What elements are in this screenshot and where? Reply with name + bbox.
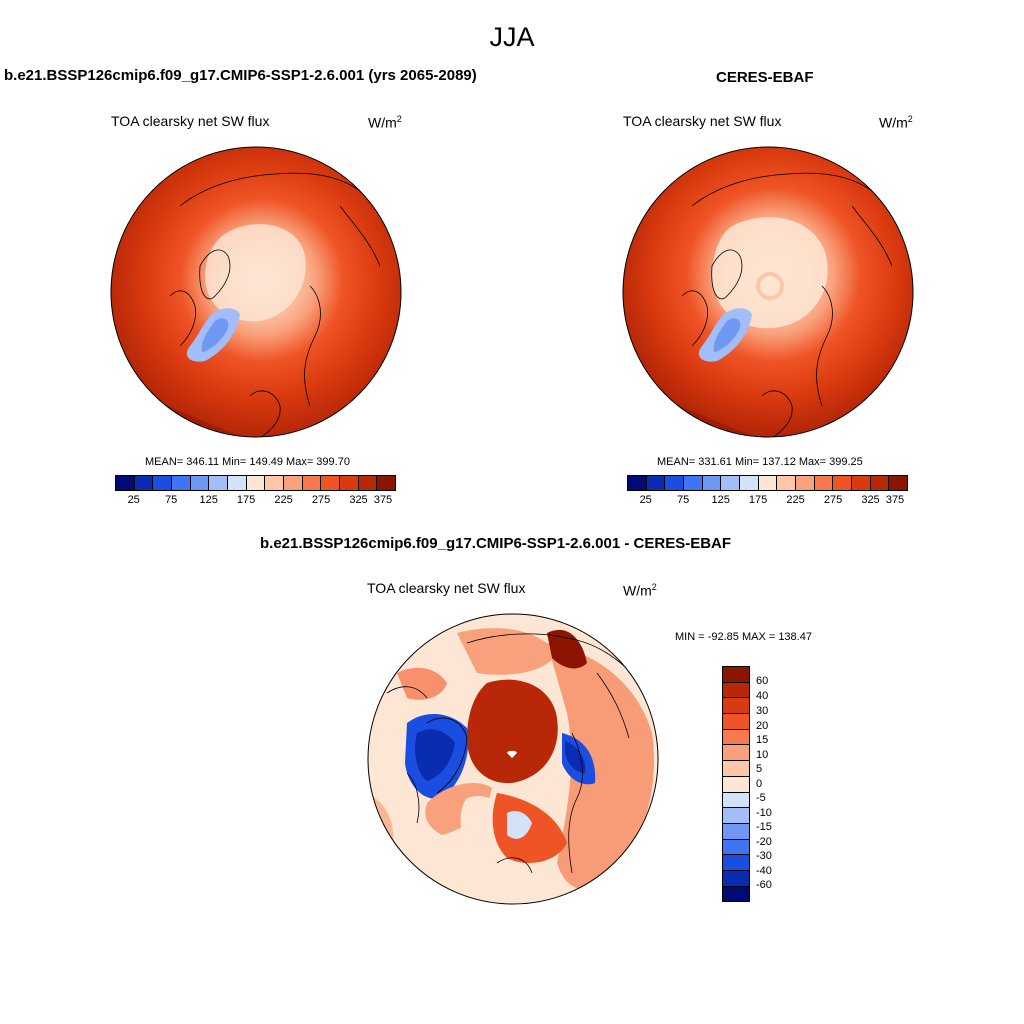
cb3-tick: 0 — [756, 778, 763, 790]
cb1-swatch — [190, 476, 210, 490]
cb3-tick: -5 — [756, 792, 766, 804]
panel1-stats: MEAN= 346.11 Min= 149.49 Max= 399.70 — [145, 456, 350, 468]
cb3-tick: 60 — [756, 675, 769, 687]
cb2-tick: 25 — [639, 494, 652, 506]
panel1-map — [110, 146, 402, 438]
cb3-tick: 40 — [756, 690, 769, 702]
cb1-swatch — [321, 476, 341, 490]
cb2-tick: 175 — [748, 494, 768, 506]
cb1-tick: 225 — [274, 494, 293, 506]
cb2-swatch — [665, 476, 685, 490]
cb3-tick: -10 — [756, 807, 772, 819]
cb2-swatch — [646, 476, 666, 490]
cb2-swatch — [721, 476, 741, 490]
panel1-colorbar-swatches — [115, 475, 396, 491]
cb3-swatch — [723, 682, 749, 699]
cb3-tick: -20 — [756, 836, 772, 848]
panel3-variable: TOA clearsky net SW flux — [367, 580, 526, 596]
cb3-tick: -15 — [756, 821, 772, 833]
cb3-swatch — [723, 855, 749, 871]
cb3-swatch — [723, 745, 749, 762]
panel1-variable: TOA clearsky net SW flux — [111, 113, 270, 129]
cb1-swatch — [153, 476, 173, 490]
cb3-swatch — [723, 823, 749, 840]
cb2-tick: 375 — [885, 494, 905, 506]
cb1-swatch — [340, 476, 359, 490]
cb1-swatch — [134, 476, 154, 490]
cb1-swatch — [228, 476, 247, 490]
panel2-stats: MEAN= 331.61 Min= 137.12 Max= 399.25 — [657, 456, 863, 468]
cb1-swatch — [377, 476, 396, 490]
panel1-title: b.e21.BSSP126cmip6.f09_g17.CMIP6-SSP1-2.… — [4, 67, 477, 84]
cb3-tick: 15 — [756, 734, 769, 746]
cb2-swatch — [870, 476, 890, 490]
cb3-swatch — [723, 839, 749, 856]
panel1-units: W/m2 — [368, 114, 402, 131]
cb3-swatch — [723, 667, 749, 683]
cb2-swatch — [702, 476, 722, 490]
cb3-swatch — [723, 698, 749, 715]
panel2-variable: TOA clearsky net SW flux — [623, 113, 782, 129]
cb2-tick: 225 — [786, 494, 805, 506]
cb3-swatch — [723, 792, 749, 809]
cb1-tick: 125 — [199, 494, 218, 506]
cb2-swatch — [740, 476, 759, 490]
cb1-tick: 25 — [127, 494, 140, 506]
cb2-tick: 275 — [823, 494, 843, 506]
cb1-tick: 325 — [349, 494, 368, 506]
cb1-swatch — [246, 476, 266, 490]
cb2-swatch — [796, 476, 815, 490]
cb1-swatch — [302, 476, 322, 490]
cb3-tick: 20 — [756, 720, 769, 732]
cb1-tick: 275 — [311, 494, 331, 506]
cb1-swatch — [172, 476, 191, 490]
cb3-tick: -30 — [756, 850, 772, 862]
panel3-stats: MIN = -92.85 MAX = 138.47 — [675, 631, 812, 643]
cb3-tick: -60 — [756, 879, 772, 891]
cb2-swatch — [889, 476, 908, 490]
cb2-swatch — [777, 476, 797, 490]
cb3-swatch — [723, 808, 749, 824]
panel3-colorbar-swatches — [722, 666, 750, 903]
panel3-title: b.e21.BSSP126cmip6.f09_g17.CMIP6-SSP1-2.… — [260, 535, 732, 552]
cb2-swatch — [628, 476, 647, 490]
cb3-swatch — [723, 729, 749, 746]
cb3-swatch — [723, 776, 749, 793]
cb1-swatch — [209, 476, 229, 490]
panel2-colorbar: 25 75 125 175 225 275 325 375 — [627, 475, 908, 507]
panel3-units: W/m2 — [623, 582, 657, 599]
panel2-units: W/m2 — [879, 114, 913, 131]
cb2-swatch — [684, 476, 703, 490]
cb1-swatch — [116, 476, 135, 490]
cb2-tick: 125 — [711, 494, 730, 506]
cb2-swatch — [852, 476, 871, 490]
cb3-tick: 30 — [756, 705, 769, 717]
cb3-tick: 5 — [756, 763, 763, 775]
cb2-swatch — [833, 476, 853, 490]
cb3-swatch — [723, 714, 749, 730]
cb1-swatch — [284, 476, 303, 490]
panel1-colorbar: 25 75 125 175 225 275 325 375 — [115, 475, 396, 507]
cb2-tick: 325 — [861, 494, 880, 506]
panel2-map — [622, 146, 914, 438]
panel2-title: CERES-EBAF — [716, 69, 814, 86]
cb3-tick: -40 — [756, 865, 772, 877]
cb2-tick: 75 — [677, 494, 690, 506]
cb3-swatch — [723, 886, 749, 902]
cb1-tick: 75 — [165, 494, 178, 506]
cb3-swatch — [723, 761, 749, 777]
panel3-map — [367, 613, 659, 905]
cb3-swatch — [723, 870, 749, 887]
cb1-swatch — [265, 476, 285, 490]
cb1-swatch — [358, 476, 378, 490]
cb1-tick: 175 — [236, 494, 256, 506]
cb3-tick: 10 — [756, 749, 769, 761]
panel3-colorbar: 60 40 30 20 15 10 5 0 -5 -10 -15 -20 -30… — [722, 666, 772, 903]
panel2-colorbar-swatches — [627, 475, 908, 491]
cb2-swatch — [758, 476, 778, 490]
cb2-swatch — [814, 476, 834, 490]
main-title: JJA — [489, 22, 535, 52]
cb1-tick: 375 — [373, 494, 393, 506]
